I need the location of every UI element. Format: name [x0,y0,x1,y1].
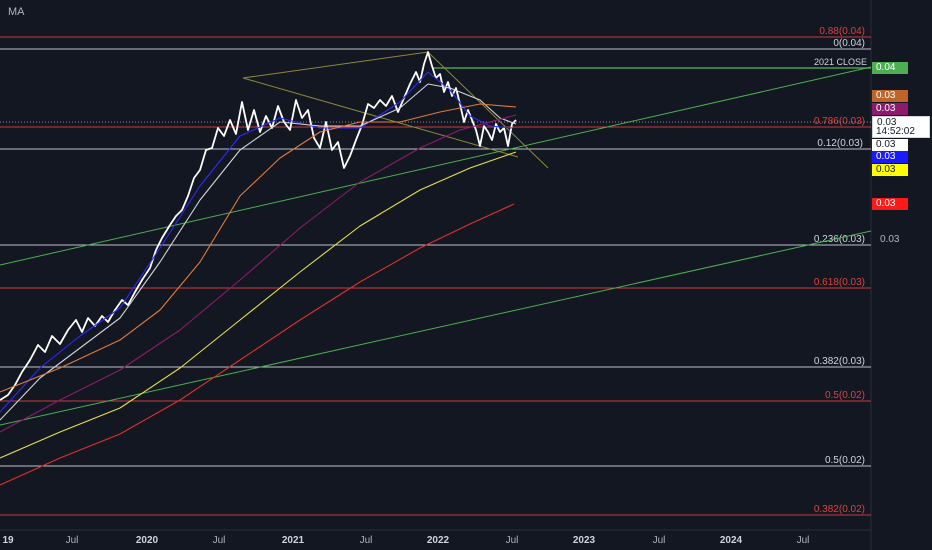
level-label: 0.382(0.03) [814,356,865,367]
series-line [0,71,513,413]
level-label: 0.5(0.02) [825,455,865,466]
series-line [0,103,517,393]
price-axis-label: 0.03 [880,234,900,245]
x-tick-label: Jul [506,535,519,546]
level-label: 0.786(0.03) [814,116,865,127]
x-tick-label: 2020 [136,535,159,546]
trendline [0,230,872,426]
series-line [0,114,517,433]
countdown-label: 14:52:02 [876,126,915,137]
series-line [0,203,515,486]
level-label: 0.382(0.02) [814,504,865,515]
series-line [0,83,517,421]
x-tick-label: 2021 [282,535,305,546]
series-line [0,151,517,459]
x-tick-label: Jul [653,535,666,546]
x-tick-label: Jul [797,535,810,546]
indicator-label: MA [8,6,25,18]
price-tag: 0.03 [872,90,908,102]
x-tick-label: Jul [360,535,373,546]
x-tick-label: 2022 [427,535,450,546]
level-label: 2021 CLOSE [814,57,867,67]
x-tick-label: 19 [2,535,14,546]
trendline [0,66,872,266]
level-label: 0.12(0.03) [817,138,863,149]
level-label: 0.618(0.03) [814,277,865,288]
level-label: 0(0.04) [833,38,865,49]
price-tag: 0.03 [872,164,908,176]
series-line [0,51,517,401]
price-tag: 0.03 [872,139,908,151]
x-tick-label: 2023 [573,535,596,546]
x-tick-label: Jul [66,535,79,546]
triangle-pattern [242,77,519,158]
price-tag: 0.03 [872,151,908,163]
price-tag: 0.03 [872,116,930,138]
level-label: 0.88(0.04) [819,26,865,37]
x-tick-label: Jul [213,535,226,546]
level-label: 0.5(0.02) [825,390,865,401]
price-tag: 0.03 [872,198,908,210]
level-label: 0.236(0.03) [814,234,865,245]
price-tag: 0.03 [872,103,908,115]
price-tag: 0.04 [872,62,908,74]
x-tick-label: 2024 [720,535,743,546]
